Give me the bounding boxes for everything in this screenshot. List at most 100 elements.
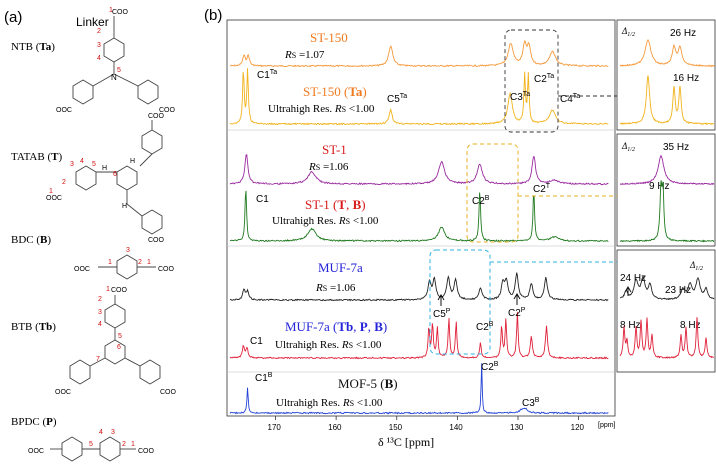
- inset-trace-muf7a: [619, 275, 715, 301]
- bdc-num-1: 1: [108, 259, 112, 266]
- inset-trace-st150: [619, 39, 715, 68]
- btb-num-1: 1: [106, 286, 110, 293]
- spectrum-st1-tb: [229, 190, 609, 243]
- title-muf7a-tpb: MUF-7a (Tb, P, B): [285, 319, 387, 334]
- bdc-structure: [98, 254, 156, 280]
- spectra-traces: [229, 40, 609, 415]
- ntb-coo-right: COO: [159, 107, 176, 114]
- rs-muf7a: RS =1.06: [315, 282, 356, 294]
- tatab-name: TATAB (T): [11, 151, 62, 163]
- title-mof5: MOF-5 (B): [338, 376, 398, 391]
- bpdc-coo: COO: [138, 448, 155, 455]
- inset3-hz4: 8 Hz: [680, 320, 701, 331]
- ntb-n: N: [111, 73, 117, 82]
- peak-c2p: C2P: [508, 307, 526, 319]
- plot-frame: [226, 19, 616, 417]
- tatab-num-1: 1: [49, 188, 53, 195]
- inset2-hz2: 9 Hz: [649, 181, 670, 192]
- ntb-coo: COO: [112, 9, 129, 16]
- tatab-num-3: 3: [70, 161, 74, 168]
- bpdc-name: BPDC (P): [11, 416, 57, 428]
- btb-structure: [69, 295, 161, 385]
- x-tick-label-140: 140: [449, 423, 463, 432]
- highlight-box-tb: [429, 249, 491, 355]
- peak-c5ta: C5Ta: [387, 93, 407, 105]
- highlight-box-ta: [504, 29, 559, 133]
- bpdc-num-1: 1: [131, 441, 135, 448]
- ntb-num-5: 5: [117, 67, 121, 74]
- tatab-structure: [75, 120, 163, 235]
- inset3-hz1: 24 Hz: [620, 273, 646, 284]
- x-tick-label-170: 170: [268, 423, 282, 432]
- panel-a-label: (a): [4, 9, 22, 26]
- ntb-num-1: 1: [109, 7, 113, 14]
- title-st150: ST-150: [310, 30, 348, 45]
- inset-frame-2: [616, 133, 716, 247]
- btb-ooc: OOC: [55, 389, 71, 396]
- peak-c2b-muf: C2B: [476, 321, 494, 333]
- tatab-coo-top: COO: [148, 113, 165, 120]
- bdc-coo: COO: [158, 266, 175, 273]
- peak-c2t: C2T: [533, 183, 551, 195]
- inset-trace-st150-ta: [619, 75, 715, 126]
- sub-st150-ta: Ultrahigh Res. RS <1.00: [268, 103, 375, 115]
- sub-muf7a-tpb: Ultrahigh Res. RS <1.00: [275, 339, 382, 351]
- ntb-num-2: 2: [97, 28, 101, 35]
- peak-c1ta: C1Ta: [257, 69, 277, 81]
- peak-c1b: C1B: [255, 372, 273, 384]
- title-st150-ta: ST-150 (Ta): [303, 84, 367, 99]
- peak-c1-st1: C1: [256, 194, 269, 205]
- btb-num-4: 4: [98, 321, 102, 328]
- spectrum-muf7a: [229, 272, 609, 302]
- tatab-num-4: 4: [80, 158, 84, 165]
- btb-num-2: 2: [98, 296, 102, 303]
- inset3-hz3: 8 Hz: [620, 320, 641, 331]
- title-st1-tb: ST-1 (T, B): [305, 197, 366, 212]
- tatab-nh-3: H: [122, 203, 127, 210]
- x-tick-label-150: 150: [389, 423, 403, 432]
- ntb-name: NTB (Ta): [11, 41, 55, 53]
- btb-num-5: 5: [118, 333, 122, 340]
- sub-mof5: Ultrahigh Res. RS <1.00: [276, 397, 383, 409]
- btb-name: BTB (Tb): [11, 321, 56, 333]
- inset-trace-st1: [620, 154, 715, 186]
- arrow-c2p: [513, 293, 521, 305]
- inset1-hz2: 16 Hz: [673, 73, 699, 84]
- inset-trace-muf7a-tpb: [619, 317, 715, 359]
- tatab-coo-bottom: COO: [148, 237, 165, 244]
- rs-st1: RS =1.06: [308, 161, 349, 173]
- inset3-delta: Δ1/2: [689, 260, 703, 272]
- bpdc-num-3: 3: [111, 429, 115, 436]
- spectrum-st150: [229, 40, 609, 68]
- tatab-nh-1: H: [130, 158, 135, 165]
- x-tick-label-120: 120: [571, 423, 585, 432]
- spectrum-muf7a-tpb: [229, 311, 609, 360]
- axis-title: δ ¹³C [ppm]: [378, 435, 434, 449]
- bdc-name: BDC (B): [11, 234, 51, 246]
- inset2-hz1: 35 Hz: [663, 142, 689, 153]
- ntb-num-4: 4: [97, 55, 101, 62]
- peak-c3b: C3B: [522, 397, 540, 409]
- linker-heading: Linker: [76, 15, 109, 29]
- spectrum-st1: [229, 154, 609, 186]
- title-muf7a: MUF-7a: [318, 260, 363, 275]
- inset1-delta: Δ1/2: [621, 26, 635, 38]
- x-tick-label-160: 160: [328, 423, 342, 432]
- arrow-c5p: [437, 294, 445, 306]
- peak-c4ta: C4Ta: [560, 93, 580, 105]
- bpdc-ooc: OOC: [28, 448, 44, 455]
- panel-b-label: (b): [204, 7, 222, 24]
- peak-c1-muf: C1: [250, 336, 263, 347]
- x-axis: 170 160 150 140 130 120: [268, 416, 585, 432]
- inset3-hz2: 23 Hz: [665, 285, 691, 296]
- inset-traces: [619, 39, 715, 359]
- inset-trace-st1-tb: [619, 180, 715, 243]
- inset-frame-1: [616, 19, 716, 131]
- bdc-num-1b: 1: [147, 259, 151, 266]
- axis-unit: [ppm]: [598, 422, 616, 429]
- btb-num-3: 3: [98, 309, 102, 316]
- bdc-num-3: 3: [126, 247, 130, 254]
- bdc-ooc: OOC: [74, 266, 90, 273]
- peak-c2b-st1: C2B: [472, 195, 490, 207]
- spectrum-st150-ta: [229, 68, 609, 126]
